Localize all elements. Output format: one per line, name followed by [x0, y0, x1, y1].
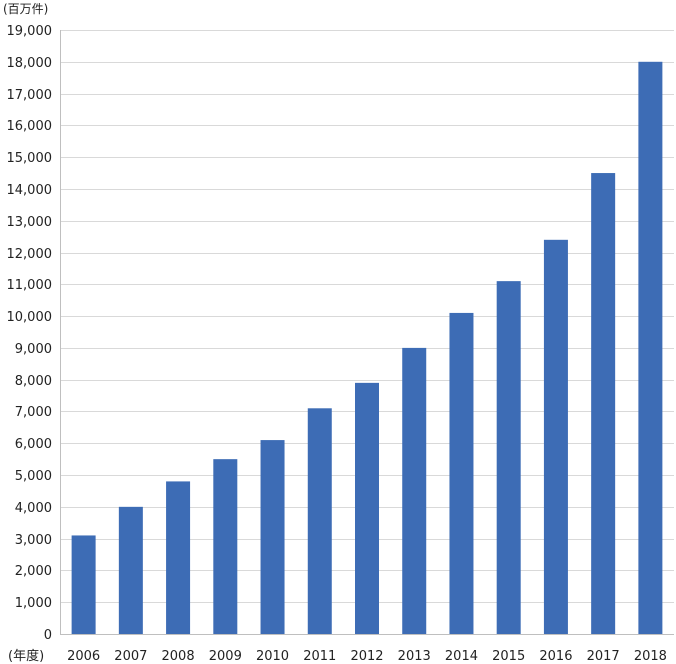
- bar-2011: [307, 408, 332, 634]
- y-tick-label: 3,000: [15, 533, 52, 548]
- x-tick-label: 2013: [398, 649, 431, 664]
- bar-2009: [213, 459, 238, 634]
- bar-2014: [449, 312, 474, 634]
- y-tick-label: 13,000: [7, 215, 53, 230]
- x-tick-label: 2006: [67, 649, 100, 664]
- bar-2015: [496, 281, 521, 634]
- x-tick-label: 2012: [350, 649, 383, 664]
- bar-2008: [166, 481, 191, 634]
- gridlines: [60, 30, 674, 603]
- x-tick-labels: 2006 2007 2008 2009 2010 2011 2012 2013 2014 2015…: [67, 649, 667, 664]
- bar-2016: [543, 239, 568, 634]
- y-tick-label: 4,000: [15, 501, 52, 516]
- y-tick-label: 12,000: [7, 247, 53, 262]
- bar-2017: [591, 173, 616, 635]
- y-tick-label: 7,000: [15, 405, 52, 420]
- x-tick-label: 2008: [162, 649, 195, 664]
- axes: [60, 30, 674, 635]
- x-tick-label: 2010: [256, 649, 289, 664]
- y-tick-label: 1,000: [15, 596, 52, 611]
- y-tick-label: 9,000: [15, 342, 52, 357]
- y-tick-label: 2,000: [15, 564, 52, 579]
- y-tick-label: 14,000: [7, 183, 53, 198]
- y-tick-label: 8,000: [15, 374, 52, 389]
- bar-2007: [118, 506, 143, 634]
- x-tick-label: 2009: [209, 649, 242, 664]
- bar-2010: [260, 440, 285, 634]
- y-tick-label: 19,000: [7, 24, 53, 39]
- y-tick-label: 16,000: [7, 119, 53, 134]
- y-tick-label: 18,000: [7, 56, 53, 71]
- bar-2018: [638, 61, 663, 634]
- bar-2013: [402, 347, 427, 634]
- y-tick-label: 10,000: [7, 310, 53, 325]
- y-tick-label: 0: [44, 628, 52, 643]
- y-tick-label: 17,000: [7, 88, 53, 103]
- bar-2006: [71, 535, 96, 634]
- y-tick-label: 15,000: [7, 151, 53, 166]
- x-tick-label: 2007: [114, 649, 147, 664]
- x-tick-label: 2015: [492, 649, 525, 664]
- bars: [71, 61, 663, 635]
- x-axis-unit-label: (年度): [8, 648, 44, 664]
- bar-2012: [355, 382, 379, 634]
- x-tick-label: 2018: [634, 649, 667, 664]
- y-tick-labels: 0 1,000 2,000 3,000 4,000 5,000 6,000 7,000 8,00…: [7, 24, 53, 643]
- y-tick-label: 5,000: [15, 469, 52, 484]
- x-tick-label: 2011: [303, 649, 336, 664]
- x-tick-label: 2014: [445, 649, 478, 664]
- y-tick-label: 11,000: [7, 278, 53, 293]
- x-tick-label: 2016: [539, 649, 572, 664]
- y-tick-label: 6,000: [15, 437, 52, 452]
- x-tick-label: 2017: [587, 649, 620, 664]
- y-axis-unit-label: (百万件): [3, 2, 48, 16]
